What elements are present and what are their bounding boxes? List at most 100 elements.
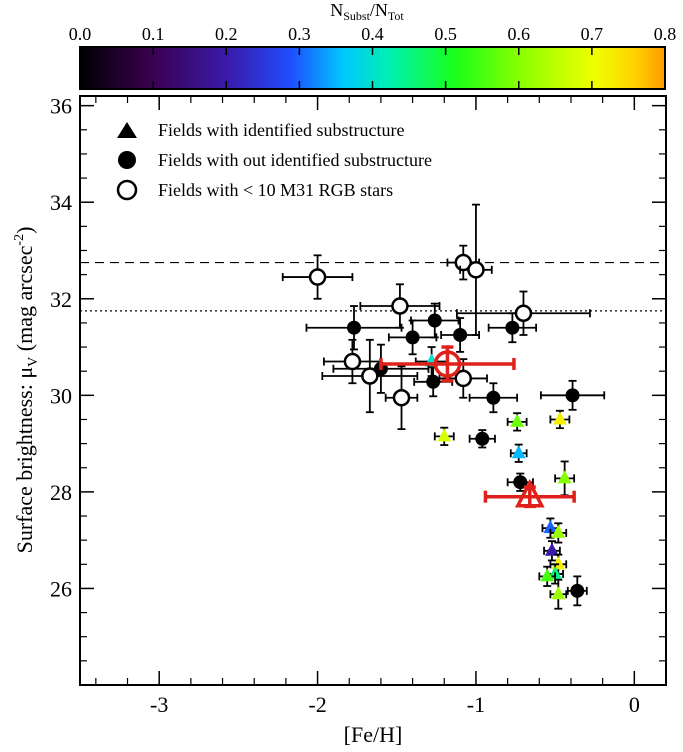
colorbar: NSubst/NTot 0.0 0.1 0.2 0.3 0.4 0.5 0.6 0.7 0.8 — [69, 0, 677, 90]
colorbar-tick-labels: 0.0 0.1 0.2 0.3 0.4 0.5 0.6 0.7 0.8 — [69, 24, 677, 44]
y-axis-label-units: (mag arcsec — [12, 245, 37, 356]
data-point — [359, 283, 441, 329]
legend-label-triangle: Fields with identified substructure — [158, 120, 404, 140]
data-point — [384, 365, 419, 431]
point-marker-triangle — [437, 428, 452, 442]
data-points — [281, 203, 606, 610]
y-axis-label: Surface brightness: μV (mag arcsec-2) — [12, 227, 41, 554]
legend-label-circle: Fields with out identified substructure — [158, 150, 432, 170]
y-tick-labels: 26 28 30 32 34 36 — [50, 94, 72, 602]
x-tick-label: 0 — [629, 692, 640, 717]
data-point — [410, 302, 460, 339]
point-marker-triangle — [551, 524, 566, 538]
data-point — [438, 358, 488, 399]
legend-label-open-circle: Fields with < 10 M31 RGB stars — [158, 180, 393, 200]
colorbar-label-sub2: Tot — [388, 9, 404, 23]
point-marker-triangle — [551, 586, 566, 600]
point-marker-filled-circle — [513, 475, 528, 490]
y-tick-label: 30 — [50, 383, 72, 408]
colorbar-tick-label: 0.8 — [654, 24, 677, 44]
point-marker-filled-circle — [346, 320, 361, 335]
data-point — [456, 290, 591, 336]
data-point — [549, 522, 568, 544]
y-tick-label: 26 — [50, 576, 72, 601]
point-marker-filled-circle — [565, 388, 580, 403]
y-tick-label: 34 — [50, 190, 72, 215]
colorbar-tick-label: 0.5 — [434, 24, 457, 44]
point-marker-triangle — [511, 445, 526, 459]
point-marker-filled-circle — [453, 327, 468, 342]
point-marker-open-circle — [308, 268, 327, 286]
point-marker-filled-circle — [570, 583, 585, 598]
axis-ticks — [80, 96, 666, 685]
x-tick-label: -1 — [467, 692, 485, 717]
plot-area: -3 -2 -1 0 26 28 30 32 34 36 — [50, 94, 667, 717]
data-point — [549, 578, 568, 610]
data-point — [549, 409, 571, 430]
data-point — [506, 412, 528, 432]
y-tick-label: 28 — [50, 480, 72, 505]
x-axis-label: [Fe/H] — [344, 722, 403, 747]
legend-circle-marker — [118, 151, 136, 169]
y-axis-label-sub: V — [26, 357, 41, 367]
data-point — [468, 382, 519, 414]
data-point — [433, 426, 455, 446]
point-marker-filled-circle — [475, 431, 490, 446]
point-marker-triangle — [551, 556, 566, 570]
data-point — [387, 319, 438, 356]
mean-marker-triangle — [514, 478, 545, 508]
data-point — [468, 429, 496, 449]
y-tick-label: 36 — [50, 94, 72, 119]
colorbar-ticks — [79, 47, 666, 89]
colorbar-tick-label: 0.2 — [215, 24, 238, 44]
y-axis-label-main: Surface brightness: μ — [12, 367, 37, 554]
point-marker-filled-circle — [405, 330, 420, 345]
point-marker-open-circle — [391, 297, 409, 315]
legend: Fields with identified substructure Fiel… — [116, 120, 432, 201]
point-marker-triangle — [543, 520, 558, 534]
data-point — [539, 379, 606, 411]
point-marker-open-circle — [467, 261, 485, 279]
reference-lines — [80, 261, 666, 312]
mean-marker-circle — [433, 350, 462, 378]
point-marker-filled-circle — [486, 390, 501, 405]
point-marker-open-circle — [361, 367, 379, 385]
colorbar-tick-label: 0.3 — [288, 24, 311, 44]
y-axis-label-units-close: ) — [12, 227, 37, 234]
point-marker-filled-circle — [505, 320, 520, 335]
plot-frame — [79, 95, 667, 686]
point-marker-filled-circle — [427, 313, 442, 328]
colorbar-label-sep: /N — [370, 0, 388, 20]
colorbar-tick-label: 0.6 — [508, 24, 531, 44]
data-point — [483, 478, 576, 509]
data-point — [305, 305, 403, 351]
point-marker-open-circle — [514, 304, 533, 323]
data-point — [487, 312, 538, 344]
data-point — [554, 460, 576, 497]
x-tick-label: -2 — [308, 692, 326, 717]
colorbar-tick-label: 0.7 — [581, 24, 604, 44]
y-axis-label-units-sup: -2 — [12, 234, 27, 246]
point-marker-open-circle — [343, 352, 362, 371]
colorbar-label-main: N — [330, 0, 343, 20]
data-point — [281, 254, 354, 300]
point-marker-open-circle — [392, 388, 411, 407]
data-point — [566, 575, 588, 607]
point-marker-triangle — [540, 568, 555, 582]
point-marker-triangle — [510, 413, 525, 427]
colorbar-tick-label: 0.4 — [361, 24, 384, 44]
data-point — [459, 203, 493, 336]
colorbar-label-sub1: Subst — [343, 9, 370, 23]
y-tick-label: 32 — [50, 287, 72, 312]
colorbar-tick-label: 0.1 — [142, 24, 165, 44]
legend-open-circle-marker — [116, 179, 138, 201]
point-marker-triangle — [552, 411, 567, 425]
point-marker-open-circle — [454, 369, 473, 388]
point-marker-triangle — [544, 542, 559, 556]
point-marker-filled-circle — [426, 374, 441, 389]
data-point — [379, 345, 516, 383]
point-marker-triangle — [557, 470, 572, 484]
data-point — [509, 443, 528, 463]
x-tick-labels: -3 -2 -1 0 — [150, 692, 640, 717]
